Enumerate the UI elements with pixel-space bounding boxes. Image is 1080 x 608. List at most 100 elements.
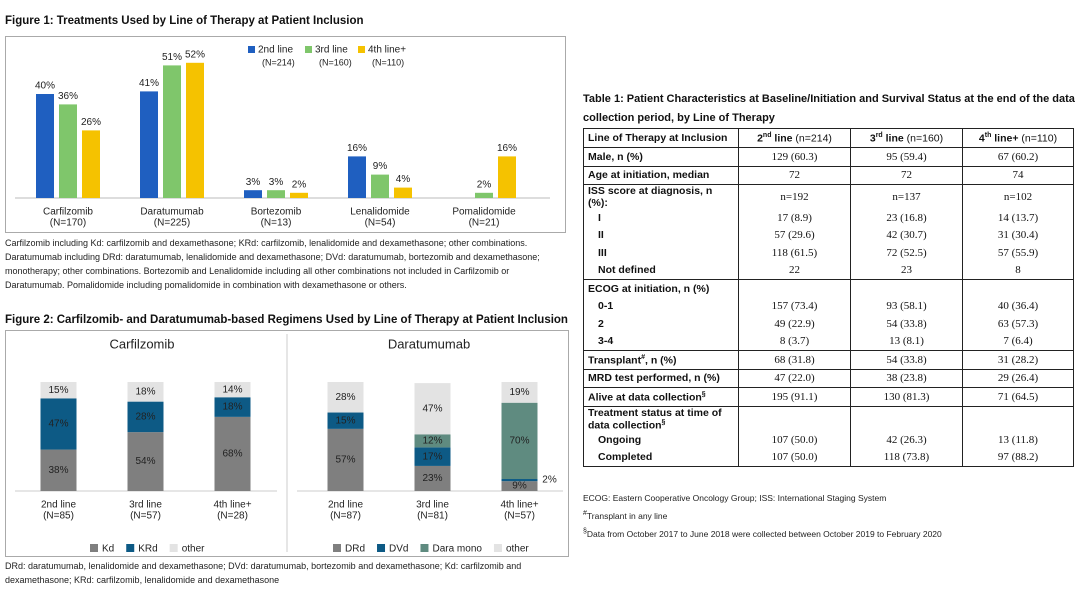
table-cell: n=192 bbox=[738, 184, 851, 209]
row-group: Transplant#, n (%) 68 (31.8) 54 (33.8) 31 (… bbox=[583, 350, 1074, 369]
cell-text: 38 (23.8) bbox=[886, 372, 927, 385]
table-row: Age at initiation, median 72 72 74 bbox=[583, 166, 1074, 185]
row-label: Completed bbox=[583, 448, 739, 467]
value-label: 70% bbox=[509, 436, 529, 447]
x-tick-label: Daratumumab bbox=[140, 207, 204, 218]
cell-text: n=137 bbox=[892, 191, 921, 203]
cell-text: 13 (8.1) bbox=[889, 335, 924, 348]
x-tick-count: (N=54) bbox=[365, 218, 396, 229]
x-tick-count: (N=57) bbox=[130, 511, 161, 522]
cell-text: 42 (26.3) bbox=[886, 433, 927, 446]
table-cell: 23 (16.8) bbox=[850, 209, 963, 227]
bar bbox=[82, 130, 100, 198]
value-label: 4% bbox=[396, 174, 411, 185]
table-cell: 67 (60.2) bbox=[962, 147, 1074, 166]
table-cell: 118 (73.8) bbox=[850, 448, 963, 467]
row-label: Ongoing bbox=[583, 431, 739, 449]
x-tick-label: 2nd line bbox=[328, 500, 363, 511]
bar bbox=[267, 190, 285, 198]
table-title: Table 1: Patient Characteristics at Base… bbox=[583, 93, 1075, 124]
cell-text: 72 bbox=[901, 169, 912, 182]
value-label: 28% bbox=[135, 412, 155, 423]
bar-segment bbox=[327, 412, 364, 429]
value-label: 18% bbox=[222, 402, 242, 413]
cell-text: 63 (57.3) bbox=[997, 317, 1039, 330]
x-tick-count: (N=28) bbox=[217, 511, 248, 522]
value-label: 19% bbox=[509, 387, 529, 398]
value-label: 3% bbox=[246, 177, 261, 188]
row-group: Age at initiation, median 72 72 74 bbox=[583, 166, 1074, 185]
footnote-sup: § bbox=[583, 527, 587, 535]
legend-label: other bbox=[506, 544, 529, 555]
frame bbox=[5, 36, 566, 233]
cell-text: 107 (50.0) bbox=[771, 433, 818, 446]
bar bbox=[36, 94, 54, 198]
bar bbox=[475, 192, 493, 198]
legend-swatch bbox=[493, 544, 502, 552]
value-label: 18% bbox=[135, 386, 155, 397]
value-label: 9% bbox=[512, 481, 527, 492]
x-tick-label: Bortezomib bbox=[251, 207, 302, 218]
row-label: 3-4 bbox=[583, 332, 739, 351]
table-row: ECOG at initiation, n (%) bbox=[583, 279, 1074, 298]
header-sup: rd bbox=[875, 131, 883, 139]
legend-label: 2nd line bbox=[258, 45, 293, 56]
cell-text: 8 bbox=[1015, 264, 1021, 277]
cell-text: 23 (16.8) bbox=[886, 211, 927, 224]
value-label: 14% bbox=[222, 384, 242, 395]
table-cell: 74 bbox=[962, 166, 1074, 185]
value-label: 12% bbox=[422, 436, 442, 447]
label-text: ECOG at initiation, n (%) bbox=[588, 282, 710, 295]
x-tick-label: Carfilzomib bbox=[43, 207, 93, 218]
table-cell bbox=[962, 279, 1074, 298]
table-cell bbox=[962, 406, 1074, 431]
table-cell: 42 (26.3) bbox=[850, 431, 963, 449]
x-tick-count: (N=170) bbox=[50, 218, 86, 229]
table-cell: 107 (50.0) bbox=[738, 431, 851, 449]
label-text: Age at initiation, median bbox=[588, 169, 710, 182]
legend-label: Kd bbox=[102, 544, 114, 555]
table-cell: 57 (55.9) bbox=[962, 244, 1074, 262]
bar-segment bbox=[127, 401, 164, 433]
legend-swatch bbox=[248, 46, 255, 53]
value-label: 28% bbox=[335, 392, 355, 403]
x-tick-count: (N=21) bbox=[469, 218, 500, 229]
legend-label: Dara mono bbox=[432, 544, 482, 555]
bar bbox=[498, 156, 516, 198]
table-row: Not defined 22 23 8 bbox=[583, 261, 1074, 280]
x-tick-label: 3rd line bbox=[129, 500, 162, 511]
table-cell: 71 (64.5) bbox=[962, 387, 1074, 406]
panel-title: Daratumumab bbox=[388, 336, 470, 351]
legend-label: DVd bbox=[389, 544, 408, 555]
cell-text: 47 (22.0) bbox=[774, 372, 815, 385]
cell-text: 14 (13.7) bbox=[997, 211, 1039, 224]
cell-text: 195 (91.1) bbox=[771, 390, 818, 403]
table-header: Line of Therapy at Inclusion 2nd line (n=… bbox=[583, 128, 1074, 148]
bar-segment bbox=[127, 382, 164, 402]
bar-segment bbox=[327, 382, 364, 413]
table-cell: 130 (81.3) bbox=[850, 387, 963, 406]
table-cell: 8 (3.7) bbox=[738, 332, 851, 351]
table-cell: n=137 bbox=[850, 184, 963, 209]
frame bbox=[5, 330, 569, 557]
value-label: 54% bbox=[135, 456, 155, 467]
cell-text: 49 (22.9) bbox=[774, 317, 815, 330]
table-row: 3-4 8 (3.7) 13 (8.1) 7 (6.4) bbox=[583, 332, 1074, 351]
header-count: (n=214) bbox=[792, 132, 832, 145]
legend-label: 3rd line bbox=[315, 45, 348, 56]
bar-segment bbox=[501, 382, 538, 403]
legend-count: (N=160) bbox=[319, 57, 352, 67]
bar-segment bbox=[214, 416, 251, 491]
cell-text: 107 (50.0) bbox=[771, 451, 818, 464]
cell-text: 57 (55.9) bbox=[997, 246, 1039, 259]
table-cell: 38 (23.8) bbox=[850, 369, 963, 388]
cell-text: 157 (73.4) bbox=[771, 300, 818, 313]
row-label: I bbox=[583, 209, 739, 227]
legend-swatch bbox=[377, 544, 386, 552]
bar bbox=[348, 156, 366, 198]
row-label: Transplant#, n (%) bbox=[583, 350, 739, 369]
cell-text: 31 (30.4) bbox=[997, 229, 1039, 242]
cell-text: 118 (61.5) bbox=[771, 246, 818, 259]
header-text: Line of Therapy at Inclusion bbox=[588, 132, 728, 144]
